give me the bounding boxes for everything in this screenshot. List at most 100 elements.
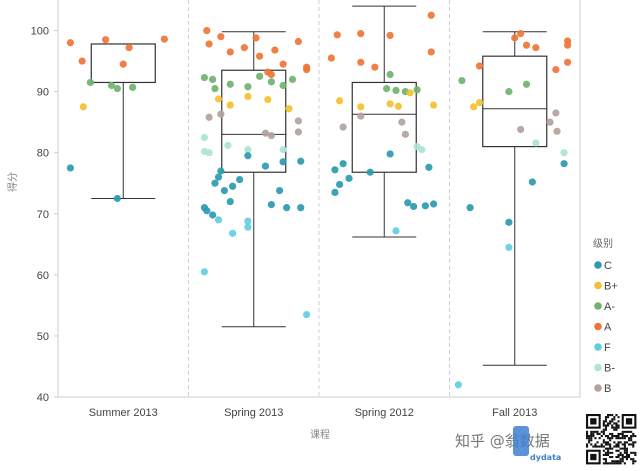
logo-block (513, 426, 529, 456)
data-point (427, 48, 435, 56)
iqr-box (351, 81, 417, 173)
data-point (220, 186, 228, 195)
x-tick-label: Summer 2013 (89, 407, 158, 419)
data-point (522, 41, 531, 49)
data-point (209, 75, 217, 83)
qr-module (590, 430, 593, 433)
data-point (294, 37, 302, 46)
data-point (211, 179, 219, 187)
data-point (205, 113, 213, 121)
data-point (294, 117, 302, 125)
qr-module (602, 432, 605, 435)
data-point (107, 81, 116, 90)
data-point (410, 202, 418, 211)
qr-module (630, 430, 633, 433)
qr-module (604, 451, 607, 454)
qr-module (625, 449, 628, 452)
qr-module (602, 430, 605, 433)
data-point (125, 44, 133, 52)
qr-module (600, 445, 603, 448)
data-point (200, 73, 209, 82)
qr-module (594, 445, 597, 448)
qr-module (586, 435, 589, 438)
data-point (406, 89, 414, 97)
qr-module (596, 430, 599, 433)
qr-module (607, 422, 610, 425)
data-point (229, 229, 237, 237)
data-point (517, 125, 525, 134)
qr-module (613, 426, 616, 429)
data-point (229, 182, 237, 190)
qr-module (632, 445, 635, 448)
qr-module (592, 445, 595, 448)
data-point (392, 227, 400, 235)
data-point (386, 100, 394, 108)
data-point (475, 99, 484, 107)
qr-module (632, 462, 635, 465)
qr-module (628, 437, 631, 440)
legend-item-label: B+ (604, 281, 618, 293)
data-point (528, 178, 536, 186)
qr-module (615, 414, 618, 417)
data-point (129, 83, 137, 91)
data-point (113, 84, 121, 93)
data-point (470, 103, 478, 111)
qr-module (625, 430, 628, 433)
data-point (285, 105, 293, 113)
data-point (279, 60, 287, 68)
qr-module (607, 449, 610, 452)
qr-module (619, 451, 622, 454)
qr-module (617, 437, 620, 440)
qr-module (604, 443, 607, 446)
qr-module (600, 443, 603, 446)
y-tick-label: 50 (37, 331, 49, 343)
qr-module (617, 420, 620, 423)
qr-module (600, 430, 603, 433)
data-point (336, 180, 344, 189)
data-point (256, 72, 264, 80)
qr-module (623, 443, 626, 446)
qr-module (596, 445, 599, 448)
y-tick-label: 100 (31, 26, 49, 38)
y-tick-label: 40 (37, 392, 49, 404)
box-plot (90, 43, 156, 199)
qr-module (611, 420, 614, 423)
legend-swatch (594, 363, 602, 372)
qr-module (628, 453, 631, 456)
qr-module (607, 447, 610, 450)
qr-module (623, 430, 626, 433)
qr-module (604, 460, 607, 463)
qr-module (607, 453, 610, 456)
qr-module (615, 443, 618, 446)
qr-module (615, 449, 618, 452)
qr-module (628, 443, 631, 446)
qr-module (625, 458, 628, 461)
data-point (357, 29, 365, 38)
qr-module (588, 435, 591, 438)
qr-module (615, 462, 618, 465)
qr-module (617, 426, 620, 429)
qr-module (609, 439, 612, 442)
data-point (421, 202, 429, 210)
data-point (339, 123, 347, 131)
data-point (211, 84, 219, 93)
legend-swatch (594, 343, 602, 351)
qr-module (611, 456, 614, 459)
qr-module (611, 437, 614, 440)
qr-module (609, 422, 612, 425)
qr-module (634, 441, 637, 444)
qr-module (615, 445, 618, 448)
qr-module (623, 441, 626, 444)
data-point (564, 58, 572, 66)
qr-module (613, 422, 616, 425)
qr-module (613, 416, 616, 419)
data-point (267, 70, 275, 79)
data-point (466, 204, 474, 212)
data-point (113, 194, 121, 203)
qr-module (613, 462, 616, 465)
qr-module (613, 445, 616, 448)
qr-module (617, 456, 620, 459)
qr-module (623, 435, 626, 438)
qr-module (619, 462, 622, 465)
